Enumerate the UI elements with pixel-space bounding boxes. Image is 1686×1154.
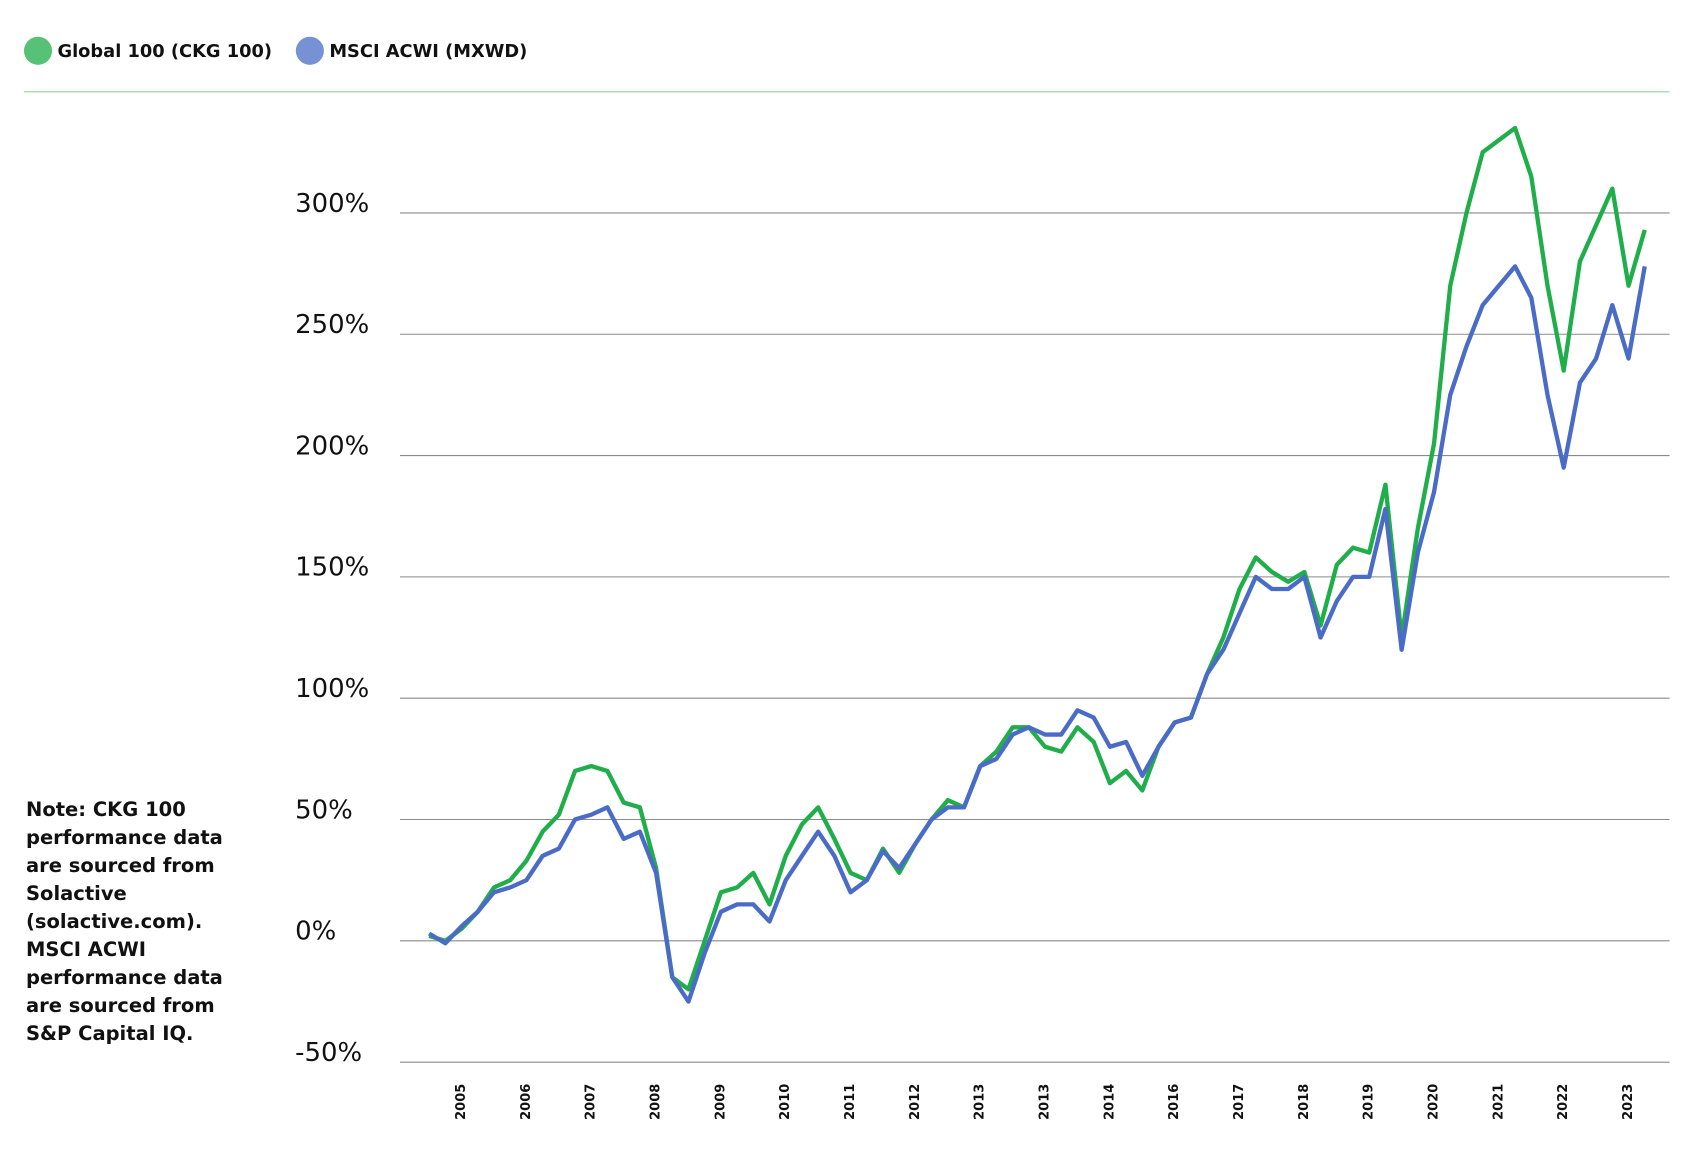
x-tick-label: 2007 bbox=[584, 1084, 599, 1120]
x-tick-label: 2017 bbox=[1232, 1084, 1247, 1120]
x-tick-label: 2016 bbox=[1167, 1084, 1182, 1120]
x-tick-label: 2006 bbox=[519, 1084, 534, 1120]
x-tick-label: 2014 bbox=[1102, 1084, 1117, 1120]
legend-label: MSCI ACWI (MXWD) bbox=[329, 41, 527, 62]
x-tick-label: 2009 bbox=[713, 1084, 728, 1120]
x-tick-label: 2023 bbox=[1621, 1084, 1636, 1120]
line bbox=[428, 264, 1647, 1004]
x-tick-label: 2013 bbox=[973, 1084, 988, 1120]
y-tick-label: 100% bbox=[295, 674, 369, 704]
x-tick-label: 2022 bbox=[1556, 1084, 1571, 1120]
y-tick-label: -50% bbox=[295, 1038, 362, 1068]
x-tick-label: 2018 bbox=[1297, 1084, 1312, 1120]
y-tick-label: 200% bbox=[295, 431, 369, 461]
y-tick-label: 0% bbox=[295, 917, 336, 947]
x-tick-label: 2020 bbox=[1427, 1084, 1442, 1120]
line bbox=[428, 125, 1647, 992]
legend-marker bbox=[23, 36, 53, 65]
legend-marker bbox=[295, 36, 324, 65]
x-tick-label: 2019 bbox=[1362, 1084, 1377, 1120]
x-tick-label: 2005 bbox=[454, 1084, 469, 1120]
y-tick-label: 150% bbox=[295, 553, 369, 583]
x-tick-label: 2012 bbox=[908, 1084, 923, 1120]
x-tick-label: 2021 bbox=[1491, 1084, 1506, 1120]
y-tick-label: 50% bbox=[295, 795, 353, 825]
x-tick-label: 2010 bbox=[778, 1084, 793, 1120]
x-tick-label: 2013 bbox=[1038, 1084, 1053, 1120]
note: Note: CKG 100 performance data are sourc… bbox=[26, 798, 223, 1045]
y-tick-label: 250% bbox=[295, 310, 369, 340]
x-tick-label: 2008 bbox=[649, 1084, 664, 1120]
y-tick-label: 300% bbox=[295, 189, 369, 219]
x-tick-label: 2011 bbox=[843, 1084, 858, 1120]
legend-label: Global 100 (CKG 100) bbox=[57, 41, 272, 62]
